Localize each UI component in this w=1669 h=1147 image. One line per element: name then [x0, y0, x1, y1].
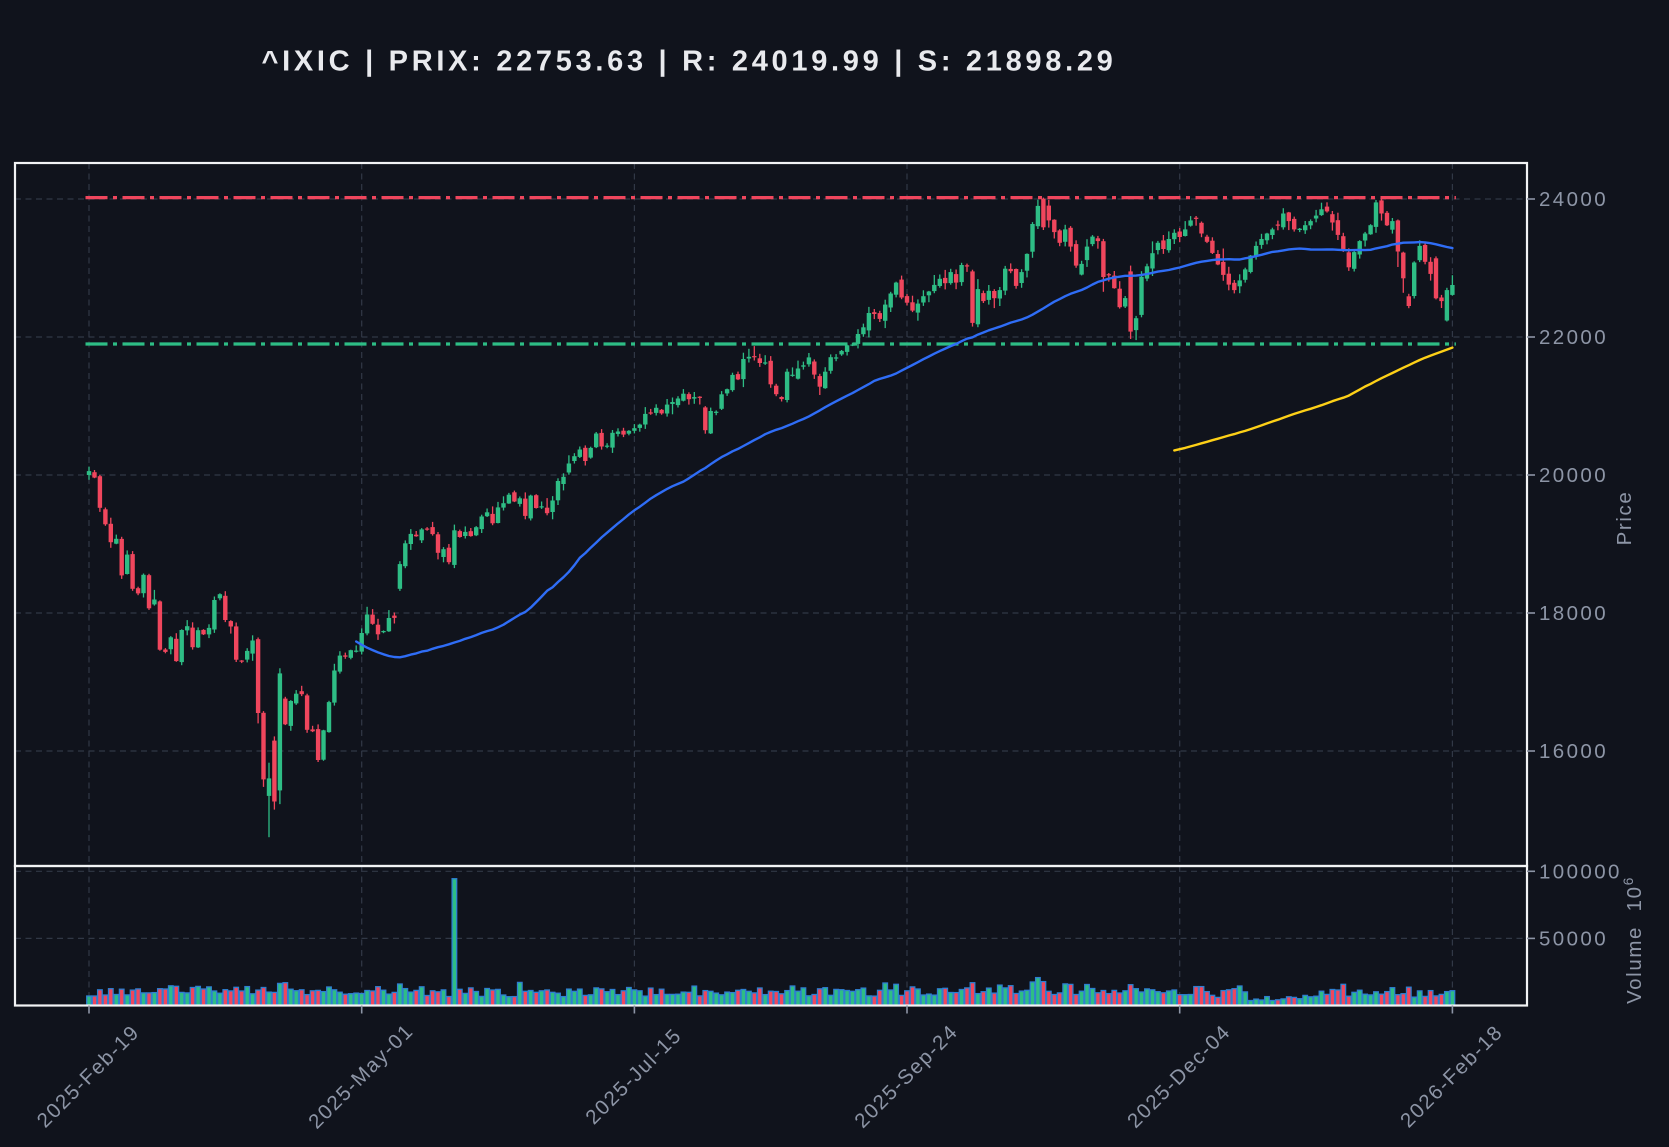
svg-text:^IXIC | PRIX: 22753.63 | R: 24: ^IXIC | PRIX: 22753.63 | R: 24019.99 | S… [261, 46, 1116, 78]
svg-text:50000: 50000 [1539, 927, 1608, 950]
svg-text:22000: 22000 [1539, 326, 1608, 349]
svg-text:20000: 20000 [1539, 464, 1608, 487]
svg-text:16000: 16000 [1539, 740, 1608, 763]
svg-text:24000: 24000 [1539, 188, 1608, 211]
svg-text:Price: Price [1613, 491, 1636, 546]
svg-text:18000: 18000 [1539, 602, 1608, 625]
svg-text:Volume 106: Volume 106 [1620, 876, 1646, 1004]
svg-text:100000: 100000 [1539, 860, 1622, 883]
